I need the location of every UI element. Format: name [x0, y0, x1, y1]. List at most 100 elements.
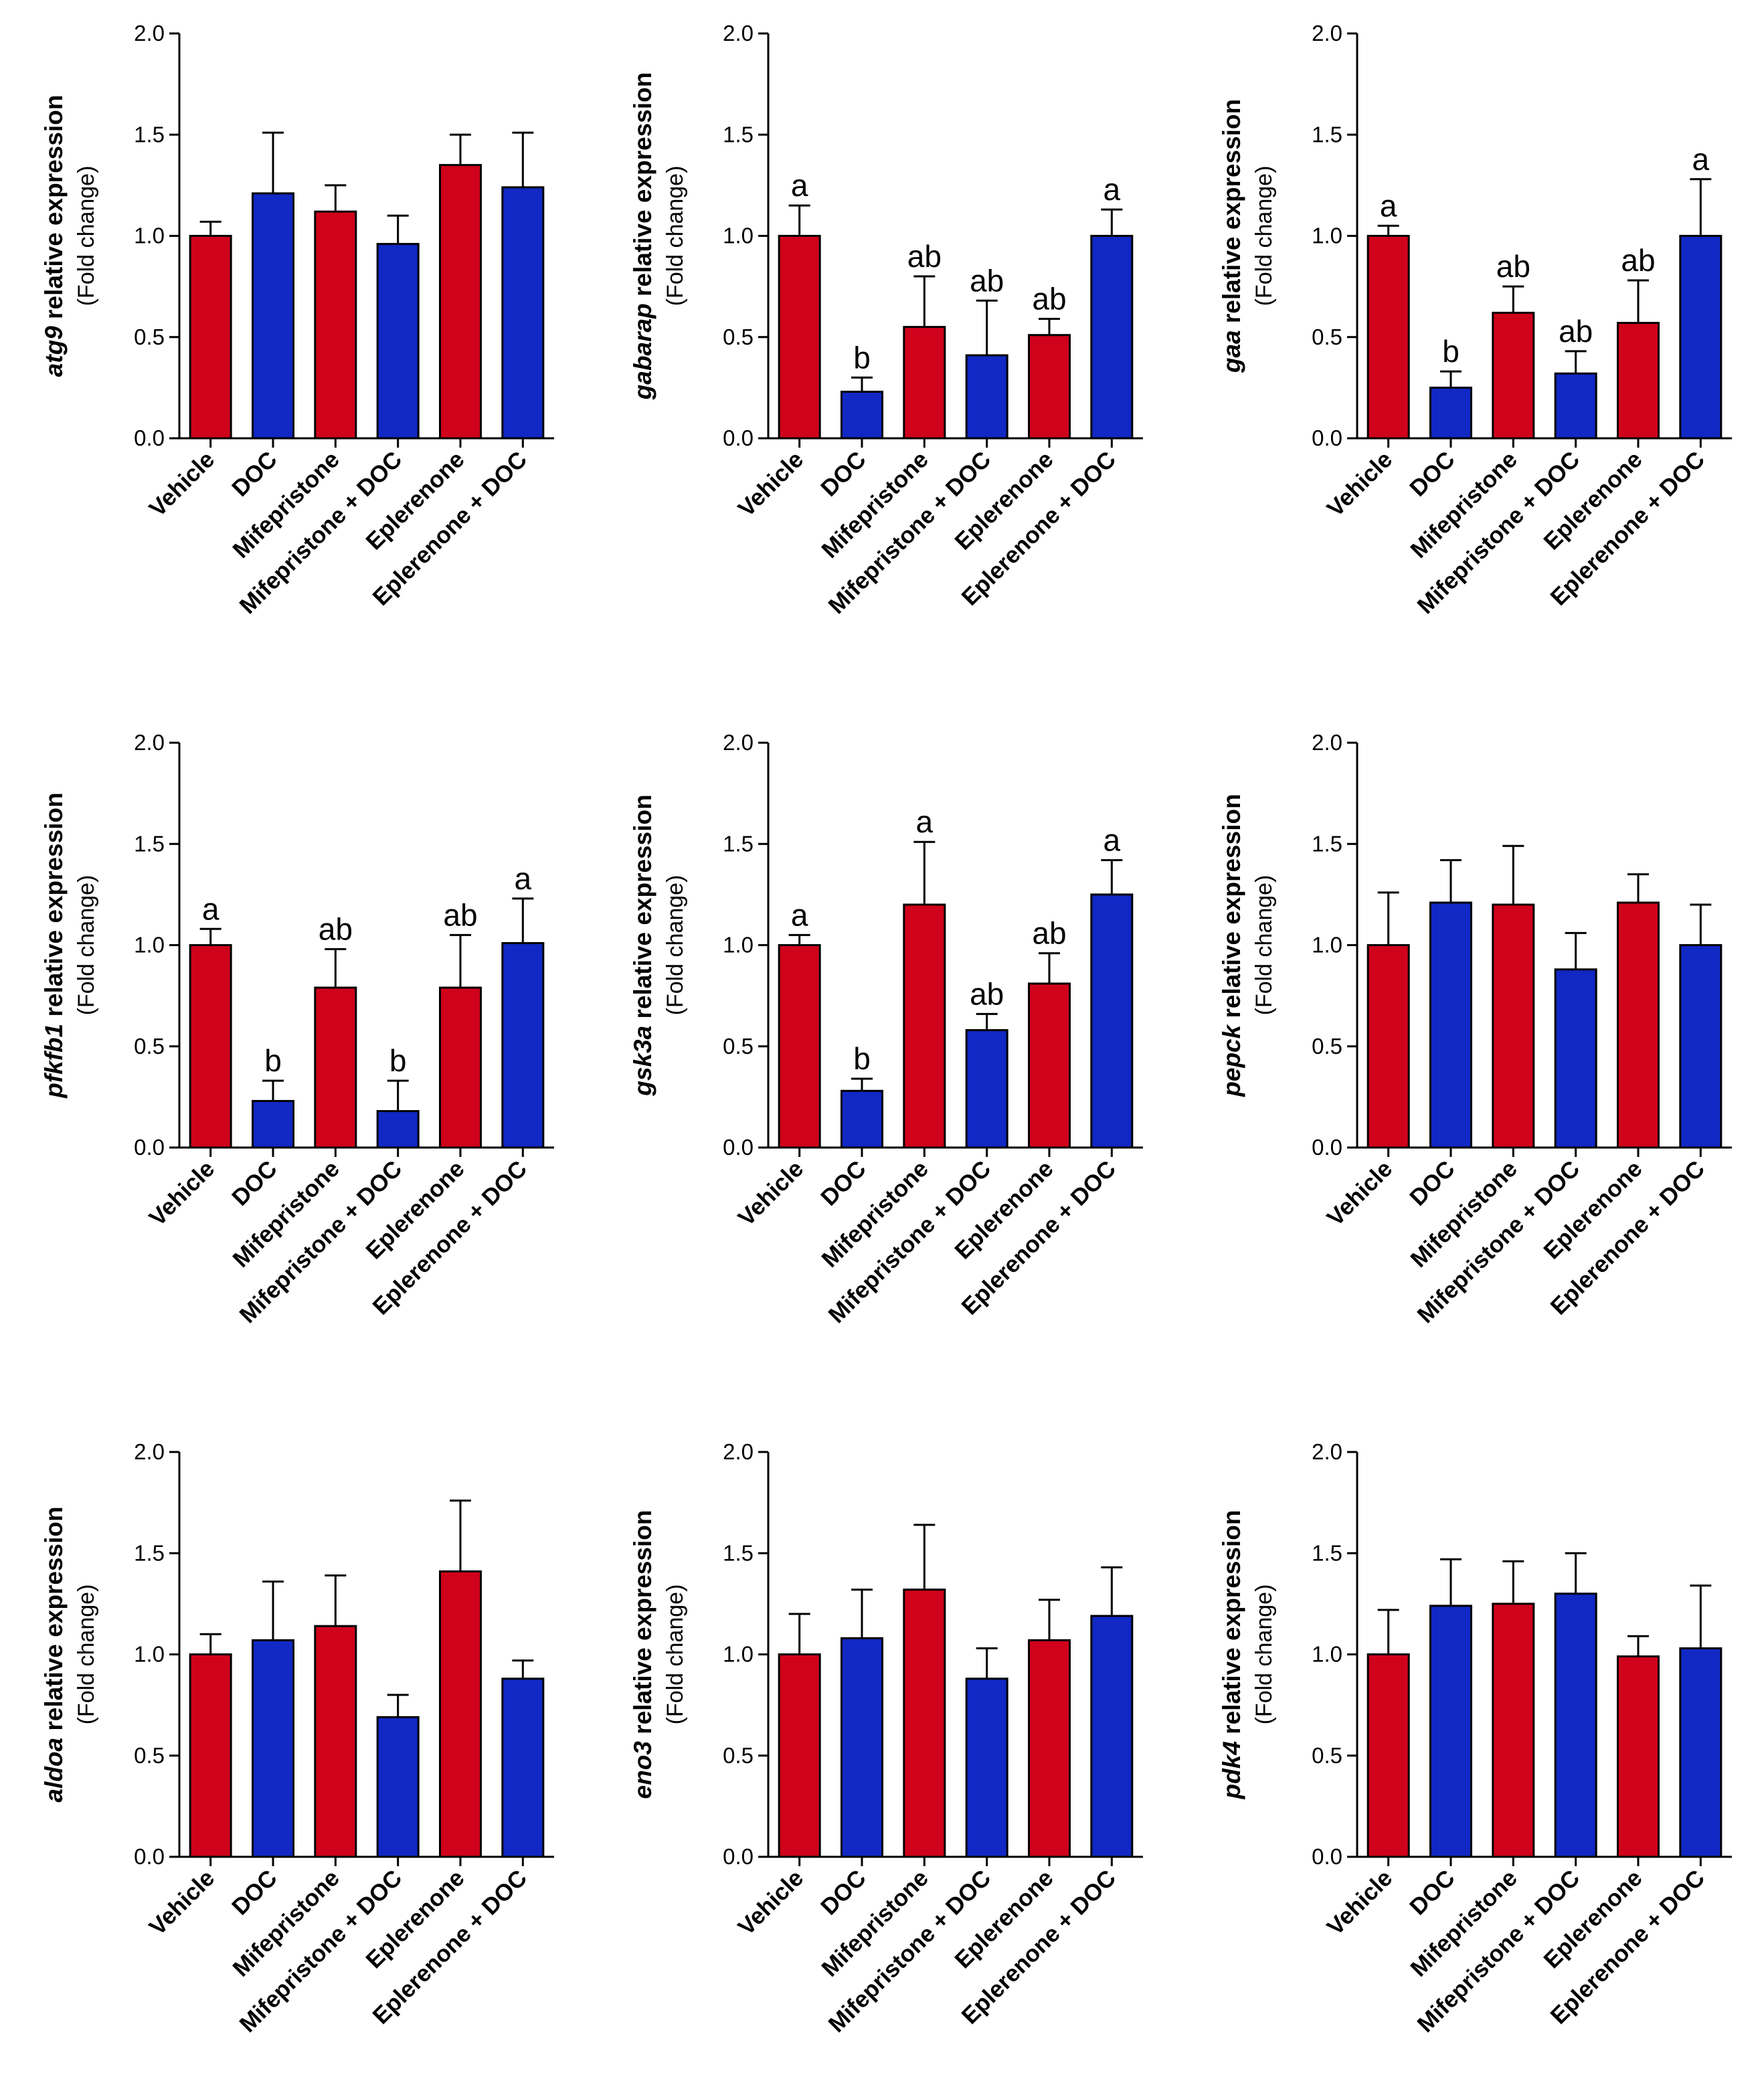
- y-tick-label: 2.0: [723, 1439, 754, 1464]
- y-axis-title-suffix: relative expression: [1218, 99, 1245, 331]
- significance-label: b: [853, 340, 871, 375]
- bar-gaa-0: [1366, 235, 1410, 440]
- significance-label: ab: [1032, 282, 1066, 316]
- y-axis-title-suffix: relative expression: [1218, 1510, 1245, 1742]
- y-axis-gene-name: aldoa: [40, 1738, 68, 1803]
- category-label: DOC: [1405, 446, 1460, 502]
- significance-label: a: [916, 804, 934, 839]
- bar-pfkfb1-1: [252, 1099, 294, 1149]
- y-axis-gene-name: gaa: [1218, 330, 1245, 373]
- bar-pdk4-4: [1617, 1655, 1660, 1858]
- bar-aldoa-5: [501, 1677, 545, 1858]
- bar-eno3-1: [841, 1637, 883, 1858]
- bar-gabarap-5: [1090, 235, 1134, 440]
- bar-atg9-1: [252, 192, 294, 440]
- bar-eno3-5: [1090, 1615, 1134, 1858]
- y-tick-label: 2.0: [1312, 730, 1342, 755]
- significance-label: ab: [970, 976, 1004, 1011]
- y-axis-title-suffix: relative expression: [1218, 794, 1245, 1025]
- y-axis-subtitle: (Fold change): [663, 166, 688, 306]
- y-axis-title: pfkfb1 relative expression: [40, 792, 68, 1099]
- y-tick-label: 1.5: [1312, 1540, 1342, 1565]
- y-axis-title-suffix: relative expression: [629, 72, 656, 304]
- y-tick-label: 1.5: [134, 122, 165, 147]
- y-tick-label: 1.0: [134, 1642, 165, 1667]
- bar-gsk3a-2: [903, 903, 946, 1149]
- bar-atg9-5: [501, 186, 545, 440]
- category-label: DOC: [816, 1865, 871, 1920]
- bar-pfkfb1-5: [501, 941, 545, 1149]
- category-label: Vehicle: [733, 1865, 808, 1940]
- bar-atg9-3: [376, 243, 420, 440]
- y-axis-title: aldoa relative expression: [40, 1506, 68, 1802]
- bar-pdk4-1: [1429, 1605, 1472, 1858]
- y-tick-label: 0.5: [723, 1034, 754, 1059]
- significance-label: b: [389, 1043, 407, 1078]
- y-tick-label: 0.0: [1312, 1844, 1342, 1869]
- y-axis-title-suffix: relative expression: [40, 1506, 68, 1738]
- significance-label: ab: [1621, 243, 1655, 278]
- y-tick-label: 1.0: [1312, 1642, 1342, 1667]
- bar-pepck-5: [1679, 944, 1723, 1149]
- bar-aldoa-3: [376, 1716, 420, 1858]
- y-tick-label: 0.0: [134, 1135, 165, 1160]
- significance-label: ab: [319, 912, 353, 947]
- significance-label: ab: [1559, 314, 1593, 349]
- significance-label: ab: [1496, 249, 1530, 284]
- y-axis-title: gsk3a relative expression: [629, 794, 656, 1096]
- y-axis-title: gaa relative expression: [1218, 99, 1245, 373]
- bar-pepck-3: [1554, 968, 1597, 1149]
- category-label: Vehicle: [144, 1865, 219, 1940]
- y-tick-label: 1.0: [723, 933, 754, 958]
- bar-aldoa-0: [189, 1653, 232, 1858]
- significance-label: a: [791, 897, 808, 932]
- category-label: DOC: [1405, 1865, 1460, 1920]
- y-axis-subtitle: (Fold change): [74, 875, 99, 1016]
- bar-pepck-2: [1492, 903, 1535, 1149]
- y-axis-title-suffix: relative expression: [40, 95, 68, 327]
- bar-gabarap-3: [965, 354, 1008, 440]
- y-axis-gene-name: pfkfb1: [40, 1024, 68, 1099]
- y-axis-subtitle: (Fold change): [1251, 166, 1277, 306]
- y-tick-label: 1.5: [134, 831, 165, 856]
- y-tick-label: 0.5: [723, 1743, 754, 1768]
- bar-gaa-1: [1429, 386, 1472, 440]
- y-axis-gene-name: gabarap: [629, 303, 656, 400]
- y-axis-subtitle: (Fold change): [1251, 875, 1277, 1016]
- bar-gaa-3: [1554, 372, 1597, 440]
- category-label: DOC: [1405, 1156, 1460, 1211]
- significance-label: a: [1104, 172, 1121, 207]
- y-tick-label: 1.5: [134, 1540, 165, 1565]
- bar-pdk4-5: [1679, 1647, 1723, 1858]
- y-tick-label: 0.0: [723, 1844, 754, 1869]
- bar-gsk3a-5: [1090, 893, 1134, 1149]
- y-axis-gene-name: eno3: [629, 1741, 656, 1799]
- y-tick-label: 1.0: [1312, 223, 1342, 248]
- y-tick-label: 1.0: [723, 223, 754, 248]
- y-axis-title: atg9 relative expression: [40, 95, 68, 377]
- y-axis-title-suffix: relative expression: [40, 792, 68, 1024]
- y-axis-gene-name: atg9: [40, 326, 68, 377]
- y-tick-label: 2.0: [134, 730, 165, 755]
- y-axis-subtitle: (Fold change): [74, 1584, 99, 1725]
- bar-eno3-2: [903, 1588, 946, 1858]
- bar-gabarap-4: [1028, 334, 1071, 440]
- category-label: Vehicle: [144, 1156, 219, 1231]
- y-tick-label: 2.0: [723, 21, 754, 46]
- bar-atg9-2: [314, 210, 357, 440]
- y-axis-gene-name: pepck: [1218, 1023, 1245, 1097]
- bar-gabarap-2: [903, 326, 946, 440]
- bar-gaa-2: [1492, 311, 1535, 440]
- y-tick-label: 2.0: [723, 730, 754, 755]
- y-tick-label: 0.0: [723, 1135, 754, 1160]
- y-tick-label: 0.0: [134, 426, 165, 450]
- y-axis-subtitle: (Fold change): [1251, 1584, 1277, 1725]
- significance-label: ab: [907, 239, 942, 274]
- bar-pepck-4: [1617, 901, 1660, 1149]
- significance-label: a: [202, 891, 219, 926]
- y-tick-label: 0.0: [1312, 426, 1342, 450]
- bar-pfkfb1-3: [376, 1110, 420, 1149]
